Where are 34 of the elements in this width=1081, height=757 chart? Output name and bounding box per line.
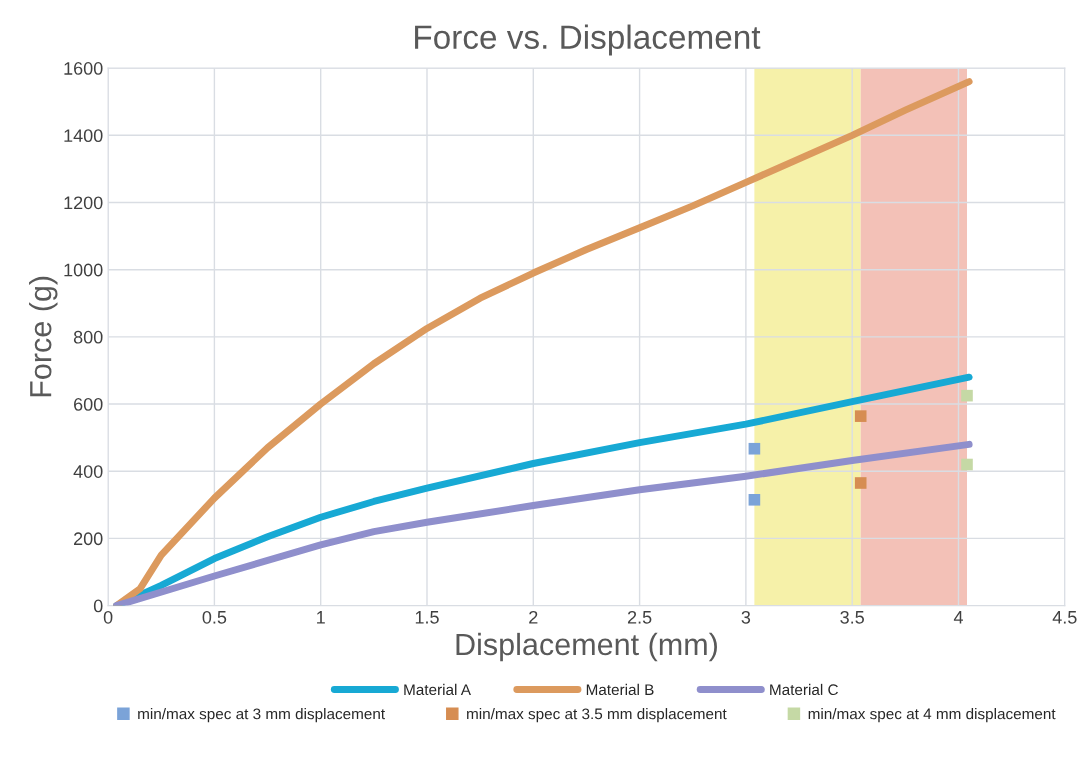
point <box>961 389 973 402</box>
y-tick-label: 1400 <box>64 129 103 143</box>
legend-label: min/max spec at 4 mm displacement <box>808 708 1056 723</box>
x-tick-label: 1 <box>317 611 325 624</box>
x-tick-label: 4.5 <box>1052 611 1077 624</box>
y-tick-label: 400 <box>73 465 103 478</box>
y-tick-label: 1200 <box>64 196 103 210</box>
y-tick-label: 600 <box>74 397 103 411</box>
point <box>748 442 761 455</box>
legend-label: Material C <box>770 683 838 696</box>
x-tick-label: 1.5 <box>415 611 439 624</box>
point <box>854 477 867 489</box>
point <box>961 458 973 471</box>
y-tick-label: 200 <box>74 532 103 546</box>
y-tick-label: 800 <box>73 330 103 344</box>
x-tick-label: 2.5 <box>627 610 652 624</box>
x-tick-label: 0.5 <box>202 610 227 624</box>
y-tick-label: 1000 <box>64 263 103 277</box>
x-axis-title: Displacement (mm) <box>456 632 717 662</box>
legend-label: Material B <box>586 683 654 696</box>
legend-label: min/max spec at 3.5 mm displacement <box>467 708 727 723</box>
y-axis-title: Force (g) <box>29 276 58 397</box>
y-tick-label: 1600 <box>64 62 103 75</box>
legend-label: Material A <box>404 683 471 696</box>
legend-label: min/max spec at 3 mm displacement <box>138 708 385 723</box>
x-tick-label: 4 <box>953 611 963 624</box>
x-tick-label: 0 <box>103 610 113 624</box>
y-tick-label: 0 <box>93 599 103 613</box>
x-tick-label: 2 <box>529 610 538 624</box>
point <box>748 493 761 506</box>
x-tick-label: 3 <box>741 610 751 624</box>
chart-title: Force vs. Displacement <box>415 24 761 56</box>
point <box>854 410 867 422</box>
x-tick-label: 3.5 <box>840 610 864 624</box>
